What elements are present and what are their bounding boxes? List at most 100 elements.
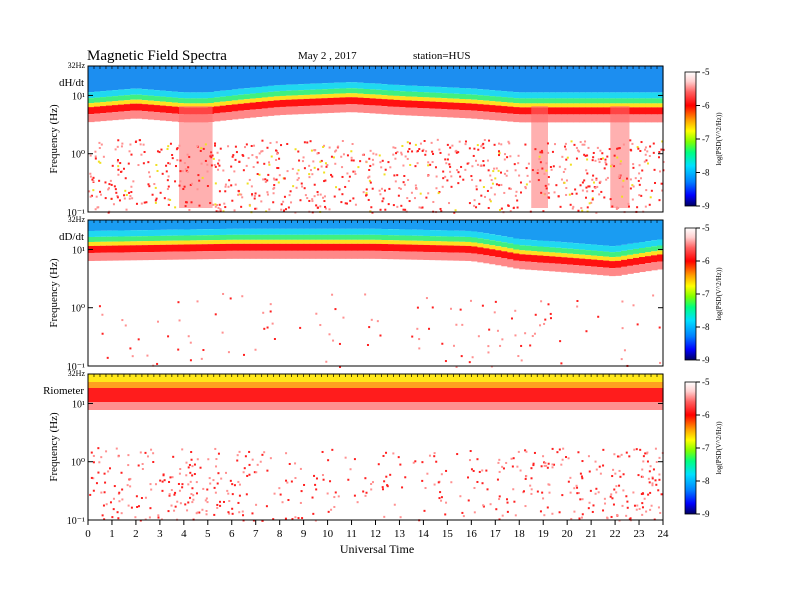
spectrum-cell: [267, 250, 275, 259]
spectrum-speckle: [640, 194, 643, 197]
spectrum-cell: [645, 252, 652, 257]
colorbar-label: log(PSD(V^2/Hz)): [715, 267, 723, 321]
spectrum-speckle: [552, 165, 555, 168]
spectrum-cell: [531, 388, 538, 402]
spectrum-cell: [345, 82, 353, 89]
spectrum-cell: [219, 96, 227, 102]
spectrum-cell: [621, 255, 628, 260]
spectrum-speckle: [141, 463, 144, 466]
spectrum-cell: [255, 98, 263, 103]
spectrum-cell: [255, 250, 263, 259]
spectrum-speckle: [167, 203, 170, 206]
spectrum-speckle: [209, 152, 212, 155]
spectrum-speckle: [311, 198, 314, 201]
spectrum-speckle: [139, 143, 142, 146]
spectrum-cell: [441, 87, 448, 94]
spectrum-cell: [237, 374, 245, 382]
spectrum-speckle: [655, 483, 658, 486]
spectrum-cell: [279, 243, 287, 251]
spectrum-speckle: [283, 209, 286, 212]
spectrum-cell: [123, 241, 131, 246]
spectrum-speckle: [621, 504, 624, 507]
spectrum-cell: [135, 88, 143, 95]
spectrum-cell: [579, 66, 586, 93]
spectrum-cell: [639, 257, 646, 265]
spectrum-speckle: [482, 504, 485, 507]
spectrum-speckle: [147, 183, 150, 186]
spectrum-speckle: [231, 512, 234, 515]
spectrum-cell: [495, 90, 502, 97]
spectrum-speckle: [186, 170, 189, 173]
spectrum-speckle: [487, 206, 490, 209]
spectrum-cell: [591, 92, 598, 99]
spectrum-speckle: [109, 501, 112, 504]
spectrum-cell: [633, 66, 640, 93]
spectrum-cell: [627, 249, 634, 255]
spectrum-cell: [177, 251, 185, 260]
spectrum-speckle: [542, 210, 545, 213]
spectrum-speckle: [654, 447, 657, 450]
spectrum-cell: [417, 402, 425, 410]
spectrum-cell: [273, 402, 281, 410]
spectrum-cell: [153, 220, 161, 230]
spectrum-cell: [513, 238, 520, 245]
spectrum-cell: [147, 95, 155, 101]
spectrum-speckle: [558, 448, 561, 451]
spectrum-cell: [591, 250, 598, 256]
spectrum-speckle: [172, 455, 175, 458]
spectrum-speckle: [505, 461, 508, 464]
spectrum-cell: [417, 374, 425, 382]
spectrum-speckle: [368, 326, 371, 329]
spectrum-cell: [567, 257, 574, 265]
spectrum-cell: [105, 112, 113, 121]
spectrum-cell: [441, 252, 448, 261]
spectrum-speckle: [594, 460, 597, 463]
spectrum-cell: [381, 382, 389, 388]
spectrum-cell: [159, 240, 167, 245]
spectrum-speckle: [148, 175, 151, 178]
colorbar-tick-label: -8: [702, 168, 710, 178]
spectrum-cell: [171, 374, 179, 382]
spectrum-speckle: [438, 148, 441, 151]
spectrum-cell: [291, 99, 299, 107]
spectrum-cell: [537, 402, 544, 410]
spectrum-cell: [543, 402, 550, 410]
spectrum-cell: [279, 250, 287, 259]
spectrum-cell: [333, 97, 341, 105]
x-tick-label: 1: [109, 528, 115, 540]
spectrum-cell: [525, 103, 532, 108]
spectrum-speckle: [629, 139, 632, 142]
spectrum-speckle: [241, 196, 244, 199]
spectrum-speckle: [595, 211, 598, 214]
spectrum-speckle: [237, 501, 240, 504]
spectrum-speckle: [545, 162, 548, 165]
spectrum-speckle: [215, 458, 218, 461]
spectrum-speckle: [402, 208, 405, 211]
spectrum-speckle: [381, 159, 384, 162]
spectrum-speckle: [310, 149, 313, 152]
spectrum-cell: [153, 251, 161, 260]
spectrum-cell: [375, 234, 383, 240]
spectrum-cell: [471, 66, 478, 89]
spectrum-speckle: [612, 468, 615, 471]
spectrum-cell: [243, 374, 251, 382]
spectrum-cell: [507, 374, 514, 382]
spectrum-speckle: [129, 195, 132, 198]
spectrum-speckle: [364, 494, 367, 497]
spectrum-speckle: [476, 163, 479, 166]
spectrum-cell: [471, 220, 478, 232]
spectrum-cell: [315, 83, 323, 90]
spectrum-speckle: [394, 180, 397, 183]
spectrum-cell: [585, 374, 592, 382]
spectrum-cell: [399, 85, 407, 92]
spectrum-speckle: [330, 173, 333, 176]
spectrum-speckle: [280, 203, 283, 206]
spectrum-speckle: [254, 207, 257, 210]
spectrum-cell: [579, 254, 586, 259]
spectrum-cell: [525, 66, 532, 93]
colorbar-tick-label: -6: [702, 256, 710, 266]
spectrum-speckle: [487, 169, 490, 172]
spectrum-speckle: [400, 151, 403, 154]
spectrum-speckle: [335, 149, 338, 152]
spectrum-cell: [237, 94, 245, 100]
